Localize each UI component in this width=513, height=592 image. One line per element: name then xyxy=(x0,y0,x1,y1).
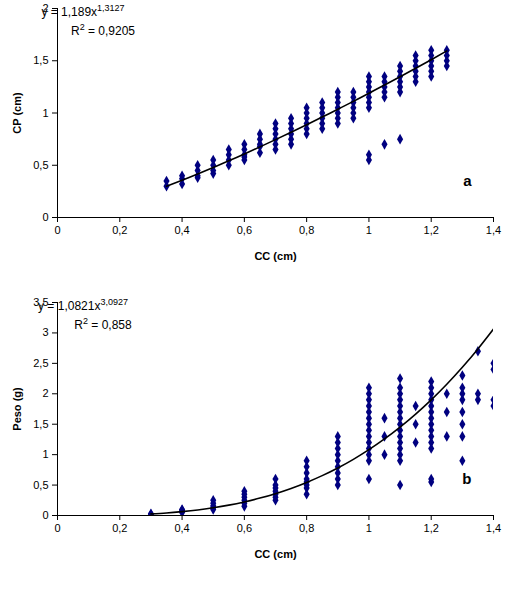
svg-text:2: 2 xyxy=(42,387,48,399)
svg-text:0,8: 0,8 xyxy=(299,522,314,534)
svg-text:b: b xyxy=(462,470,471,487)
svg-text:0,8: 0,8 xyxy=(299,224,314,236)
svg-text:1: 1 xyxy=(42,448,48,460)
svg-text:CC (cm): CC (cm) xyxy=(254,548,297,560)
svg-text:0: 0 xyxy=(54,522,60,534)
svg-text:2,5: 2,5 xyxy=(33,357,48,369)
svg-text:0: 0 xyxy=(54,224,60,236)
svg-text:0,5: 0,5 xyxy=(33,479,48,491)
svg-text:0,4: 0,4 xyxy=(174,522,189,534)
svg-text:R2 = 0,9205: R2 = 0,9205 xyxy=(71,22,135,38)
svg-text:0,2: 0,2 xyxy=(112,522,127,534)
svg-text:0,6: 0,6 xyxy=(237,522,252,534)
svg-text:1,5: 1,5 xyxy=(33,54,48,66)
svg-text:1: 1 xyxy=(366,224,372,236)
svg-text:3: 3 xyxy=(42,326,48,338)
svg-text:CC (cm): CC (cm) xyxy=(254,250,297,262)
svg-text:1: 1 xyxy=(366,522,372,534)
svg-text:0: 0 xyxy=(42,211,48,223)
svg-text:1,4: 1,4 xyxy=(486,224,501,236)
svg-text:0,2: 0,2 xyxy=(112,224,127,236)
svg-text:y = 1,189x1,3127: y = 1,189x1,3127 xyxy=(41,3,124,19)
svg-text:1,2: 1,2 xyxy=(424,522,439,534)
svg-text:0,4: 0,4 xyxy=(174,224,189,236)
svg-text:a: a xyxy=(463,172,472,189)
svg-text:0,6: 0,6 xyxy=(237,224,252,236)
svg-text:1,2: 1,2 xyxy=(424,224,439,236)
svg-text:0,5: 0,5 xyxy=(33,159,48,171)
svg-text:0: 0 xyxy=(42,509,48,521)
svg-text:1,4: 1,4 xyxy=(486,522,501,534)
svg-text:1,5: 1,5 xyxy=(33,418,48,430)
svg-text:Peso (g): Peso (g) xyxy=(11,387,23,431)
svg-text:y = 1,0821x3,0927: y = 1,0821x3,0927 xyxy=(38,297,128,313)
svg-text:R2 = 0,858: R2 = 0,858 xyxy=(74,316,132,332)
svg-text:1: 1 xyxy=(42,107,48,119)
svg-text:CP (cm): CP (cm) xyxy=(11,92,23,134)
